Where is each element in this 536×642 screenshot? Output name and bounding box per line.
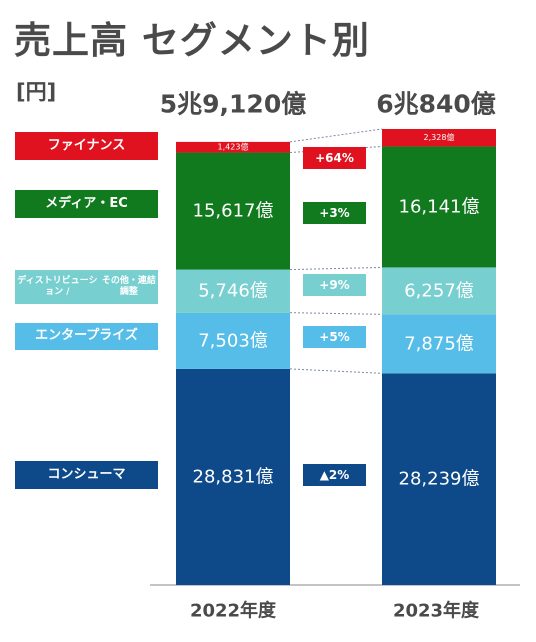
bar-segment-distribution-1: [382, 267, 496, 315]
data-label: 2,328億: [424, 132, 455, 142]
data-label: 7,875億: [404, 333, 474, 354]
growth-badge-enterprise: [303, 326, 366, 348]
growth-badge-distribution: [303, 274, 366, 296]
total-label: 6兆840億: [376, 90, 496, 119]
bar-segment-enterprise-0: [176, 312, 290, 369]
connector-line: [289, 368, 383, 374]
legend-item-finance: ファイナンス: [15, 132, 158, 160]
growth-badge-media: [303, 202, 366, 224]
x-tick-label: 2023年度: [393, 600, 480, 622]
bar-segment-finance-0: [176, 141, 290, 153]
legend-label: コンシューマ: [47, 466, 126, 482]
x-tick-label: 2022年度: [190, 600, 277, 622]
legend-item-media: メディア・EC: [15, 190, 158, 218]
legend-item-consumer: コンシューマ: [15, 461, 158, 489]
growth-label: +9%: [319, 278, 349, 292]
data-label: 28,239億: [399, 469, 480, 490]
growth-label: ▲2%: [320, 468, 350, 482]
bar-segment-consumer-1: [382, 373, 496, 585]
bar-segment-finance-1: [382, 129, 496, 147]
growth-badge-finance: [303, 147, 366, 169]
bar-segment-distribution-0: [176, 269, 290, 313]
data-label: 1,423億: [218, 142, 249, 152]
data-label: 16,141億: [399, 196, 480, 217]
data-label: 5,746億: [198, 281, 268, 302]
bar-segment-media-0: [176, 152, 290, 270]
legend-label: その他・連結調整: [101, 275, 156, 297]
connector-line: [289, 312, 383, 315]
legend-item-enterprise: エンタープライズ: [15, 323, 158, 350]
data-label: 15,617億: [193, 201, 274, 222]
legend-label: ファイナンス: [47, 137, 126, 153]
growth-label: +3%: [319, 206, 349, 220]
legend-label: エンタープライズ: [35, 328, 138, 344]
growth-badge-consumer: [303, 464, 366, 486]
bar-segment-media-1: [382, 146, 496, 268]
data-label: 28,831億: [193, 466, 274, 487]
legend-item-distribution: ディストリビューション / その他・連結調整: [15, 270, 158, 304]
unit-label: [円]: [16, 80, 57, 104]
legend-label: メディア・EC: [45, 195, 128, 211]
growth-label: +5%: [319, 330, 349, 344]
bar-segment-consumer-0: [176, 368, 290, 585]
bar-segment-enterprise-1: [382, 314, 496, 374]
chart-title: 売上高 セグメント別: [14, 19, 370, 62]
connector-line: [289, 266, 383, 271]
growth-label: +64%: [315, 151, 354, 165]
total-label: 5兆9,120億: [160, 90, 306, 119]
connector-line: [289, 128, 383, 143]
data-label: 7,503億: [198, 330, 268, 351]
connector-line: [289, 145, 383, 154]
legend-label: ディストリビューション /: [17, 275, 98, 297]
data-label: 6,257億: [404, 280, 474, 301]
